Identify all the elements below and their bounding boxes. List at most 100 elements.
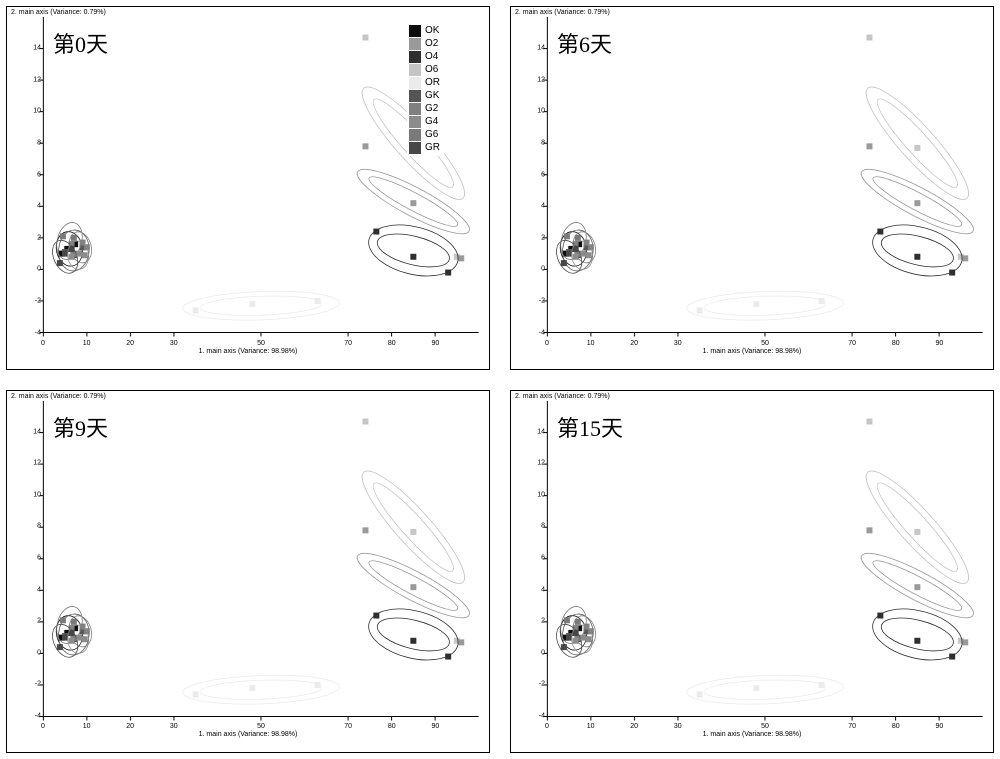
legend-label: O4	[425, 50, 438, 63]
scatter-plot	[43, 401, 479, 717]
xtick-label: 70	[344, 340, 352, 347]
xtick-label: 80	[388, 723, 396, 730]
data-point	[82, 636, 88, 642]
data-point	[76, 634, 82, 640]
data-point	[57, 644, 63, 650]
legend-row: GK	[409, 89, 440, 102]
data-point	[877, 229, 883, 235]
data-point	[697, 691, 703, 697]
cluster-ellipse	[870, 476, 965, 578]
xlabel-3: 1. main axis (Variance: 98.98%)	[703, 731, 802, 738]
xtick-label: 50	[257, 723, 265, 730]
ylabel-3: 2. main axis (Variance: 0.79%)	[515, 393, 610, 400]
legend-label: GR	[425, 141, 440, 154]
ytick-label: 12	[29, 76, 41, 83]
scatter-plot	[547, 17, 983, 333]
ytick-label: 8	[533, 523, 545, 530]
ytick-label: -4	[533, 713, 545, 720]
data-point	[949, 653, 955, 659]
ytick-label: 4	[533, 586, 545, 593]
data-point	[914, 254, 920, 260]
data-point	[410, 528, 416, 534]
data-point	[580, 251, 586, 257]
ytick-label: 10	[29, 108, 41, 115]
data-point	[362, 143, 368, 149]
legend-row: O2	[409, 37, 440, 50]
data-point	[866, 418, 872, 424]
data-point	[445, 270, 451, 276]
data-point	[866, 527, 872, 533]
data-point	[877, 612, 883, 618]
data-point	[76, 251, 82, 257]
legend-label: O6	[425, 63, 438, 76]
xlabel-0: 1. main axis (Variance: 98.98%)	[199, 348, 298, 355]
ytick-label: -2	[29, 681, 41, 688]
legend-row: OK	[409, 24, 440, 37]
ytick-label: 14	[29, 428, 41, 435]
ytick-label: 12	[29, 460, 41, 467]
data-point	[564, 617, 570, 623]
cluster-ellipse	[704, 678, 826, 701]
data-point	[962, 639, 968, 645]
xtick-label: 70	[848, 340, 856, 347]
xtick-label: 80	[892, 723, 900, 730]
data-point	[249, 685, 255, 691]
data-point	[586, 636, 592, 642]
ytick-label: 0	[29, 649, 41, 656]
panel-1: 第6天 2. main axis (Variance: 0.79%) 1. ma…	[510, 6, 994, 370]
legend: OKO2O4O6ORGKG2G4G6GR	[407, 22, 444, 156]
ytick-label: 2	[533, 234, 545, 241]
legend-swatch	[409, 90, 421, 102]
xtick-label: 20	[630, 340, 638, 347]
data-point	[69, 637, 75, 643]
legend-label: GK	[425, 89, 439, 102]
legend-row: O6	[409, 63, 440, 76]
data-point	[458, 639, 464, 645]
ytick-label: 8	[29, 523, 41, 530]
xtick-label: 50	[257, 340, 265, 347]
ytick-label: -2	[533, 681, 545, 688]
ytick-label: -2	[29, 297, 41, 304]
data-point	[914, 637, 920, 643]
legend-label: G4	[425, 115, 438, 128]
ytick-label: 8	[29, 139, 41, 146]
panel-title-3: 第15天	[557, 411, 623, 443]
data-point	[914, 145, 920, 151]
data-point	[315, 681, 321, 687]
xtick-label: 30	[170, 340, 178, 347]
xtick-label: 90	[431, 723, 439, 730]
cluster-ellipse	[704, 294, 826, 317]
ytick-label: 10	[533, 491, 545, 498]
xtick-label: 30	[674, 723, 682, 730]
data-point	[62, 251, 68, 257]
cluster-ellipse	[200, 678, 322, 701]
xtick-label: 30	[674, 340, 682, 347]
legend-label: OR	[425, 76, 440, 89]
xtick-label: 20	[126, 340, 134, 347]
panel-title-2: 第9天	[53, 411, 108, 443]
ytick-label: 2	[533, 618, 545, 625]
ytick-label: 0	[533, 649, 545, 656]
legend-swatch	[409, 77, 421, 89]
data-point	[373, 612, 379, 618]
xtick-label: 10	[83, 723, 91, 730]
data-point	[410, 637, 416, 643]
cluster-ellipse	[878, 611, 957, 656]
cluster-ellipse	[374, 228, 453, 273]
data-point	[914, 528, 920, 534]
legend-swatch	[409, 142, 421, 154]
data-point	[962, 255, 968, 261]
panel-2: 第9天 2. main axis (Variance: 0.79%) 1. ma…	[6, 390, 490, 754]
ytick-label: 2	[29, 618, 41, 625]
data-point	[60, 233, 66, 239]
cluster-ellipse	[870, 92, 965, 194]
cluster-ellipse	[686, 672, 844, 706]
xtick-label: 10	[83, 340, 91, 347]
ytick-label: 4	[29, 203, 41, 210]
ylabel-2: 2. main axis (Variance: 0.79%)	[11, 393, 106, 400]
legend-row: G2	[409, 102, 440, 115]
legend-row: GR	[409, 141, 440, 154]
cluster-ellipse	[878, 228, 957, 273]
data-point	[410, 254, 416, 260]
data-point	[575, 618, 581, 624]
